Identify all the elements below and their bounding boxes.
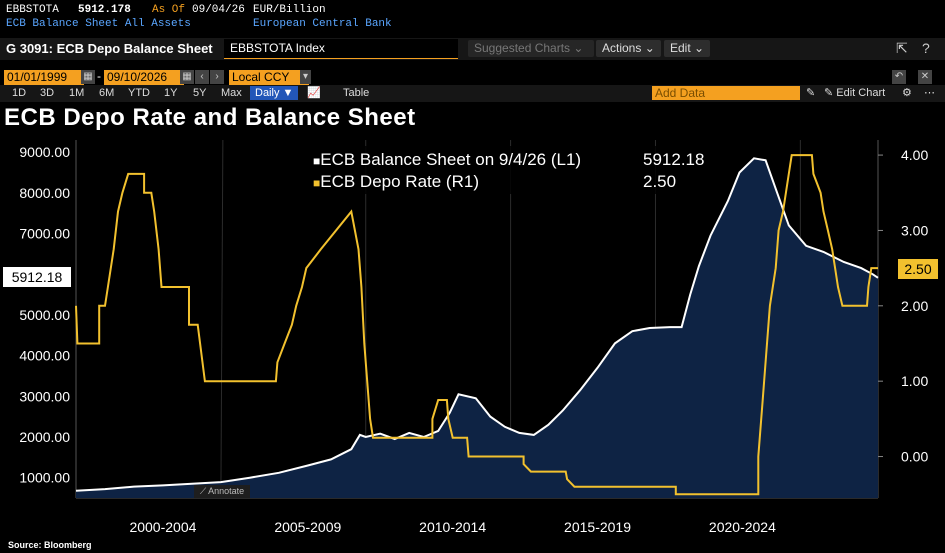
right-tick-label: 1.00 [901, 373, 928, 389]
balance-sheet-area [76, 158, 878, 499]
help-icon[interactable]: ? [922, 40, 930, 56]
line-chart-icon[interactable]: 📈 [307, 87, 321, 99]
function-title: G 3091: ECB Depo Balance Sheet [6, 41, 213, 56]
period-max[interactable]: Max [221, 87, 242, 99]
security-input[interactable]: EBBSTOTA Index [224, 39, 458, 59]
x-tick-label: 2010-2014 [419, 519, 486, 535]
units-label: EUR/Billion [253, 4, 326, 16]
ticker-label: EBBSTOTA [6, 4, 59, 16]
x-tick-label: 2020-2024 [709, 519, 776, 535]
table-button[interactable]: Table [343, 87, 370, 99]
period-3d[interactable]: 3D [40, 87, 55, 99]
end-date-input[interactable]: 09/10/2026 [104, 70, 184, 85]
period-5y[interactable]: 5Y [193, 87, 207, 99]
chart-title: ECB Depo Rate and Balance Sheet [4, 104, 416, 131]
edit-chart-button[interactable]: ✎ Edit Chart [824, 87, 886, 99]
period-6m[interactable]: 6M [99, 87, 115, 99]
description-label: ECB Balance Sheet All Assets [6, 18, 191, 30]
left-tick-label: 2000.00 [19, 429, 70, 445]
chevron-down-icon: ⌄ [573, 41, 584, 55]
edit-menu[interactable]: Edit ⌄ [664, 40, 711, 57]
legend-item-rate: ■ECB Depo Rate (R1) [313, 172, 479, 191]
legend-swatch: ■ [313, 176, 321, 190]
last-value-left-tag: 5912.18 [3, 267, 71, 287]
period-1y[interactable]: 1Y [164, 87, 178, 99]
pencil-icon[interactable]: ✎ [806, 87, 816, 99]
last-value: 5912.178 [78, 4, 131, 16]
x-tick-label: 2000-2004 [129, 519, 196, 535]
settings-icon[interactable]: ⚙ [902, 87, 912, 99]
suggested-charts-button[interactable]: Suggested Charts ⌄ [468, 40, 594, 57]
price-chart[interactable]: 1000.002000.003000.004000.005000.006000.… [0, 134, 945, 553]
next-period-button[interactable]: › [210, 70, 224, 84]
source-name: European Central Bank [253, 18, 392, 30]
grid-line [220, 139, 224, 499]
left-tick-label: 5000.00 [19, 307, 70, 323]
actions-menu[interactable]: Actions ⌄ [596, 40, 661, 57]
period-1m[interactable]: 1M [69, 87, 85, 99]
left-tick-label: 1000.00 [19, 470, 70, 486]
period-ytd[interactable]: YTD [128, 87, 150, 99]
asof-date: 09/04/26 [192, 4, 245, 16]
asof-label: As Of [152, 4, 186, 16]
undo-icon[interactable]: ↶ [892, 70, 906, 84]
frequency-select[interactable]: Daily ▼ [250, 86, 299, 100]
left-tick-label: 4000.00 [19, 348, 70, 364]
right-tick-label: 0.00 [901, 449, 928, 465]
period-1d[interactable]: 1D [12, 87, 27, 99]
calendar-icon[interactable]: ▦ [81, 70, 95, 84]
last-value-right-tag: 2.50 [898, 259, 938, 279]
security-header: EBBSTOTA 5912.178 As Of 09/04/26 EUR/Bil… [0, 0, 945, 36]
left-tick-label: 7000.00 [19, 226, 70, 242]
right-tick-label: 4.00 [901, 147, 928, 163]
source-footer: Source: Bloomberg [8, 540, 92, 550]
balance-sheet-line [75, 157, 879, 492]
right-tick-label: 2.00 [901, 298, 928, 314]
currency-select[interactable]: Local CCY [229, 70, 309, 85]
x-tick-label: 2015-2019 [564, 519, 631, 535]
left-tick-label: 3000.00 [19, 388, 70, 404]
legend-item-balance: ■ECB Balance Sheet on 9/4/26 (L1) [313, 150, 582, 169]
start-date-input[interactable]: 01/01/1999 [4, 70, 84, 85]
add-data-input[interactable]: Add Data [652, 86, 800, 100]
legend-swatch: ■ [313, 154, 321, 168]
function-toolbar: G 3091: ECB Depo Balance Sheet EBBSTOTA … [0, 38, 945, 60]
left-tick-label: 9000.00 [19, 144, 70, 160]
more-icon[interactable]: ⋯ [924, 87, 935, 99]
legend-value-balance: 5912.18 [643, 150, 705, 169]
annotate-button[interactable]: ⟋ Annotate [194, 485, 250, 498]
chevron-down-icon[interactable]: ▾ [300, 70, 311, 84]
x-tick-label: 2005-2009 [274, 519, 341, 535]
calendar-icon[interactable]: ▦ [180, 70, 194, 84]
depo-rate-line [75, 154, 878, 496]
legend-value-rate: 2.50 [643, 172, 677, 191]
right-tick-label: 3.00 [901, 222, 928, 238]
close-icon[interactable]: ✕ [918, 70, 932, 84]
left-tick-label: 8000.00 [19, 185, 70, 201]
share-icon[interactable]: ⇱ [896, 40, 908, 56]
chart-legend: ■ECB Balance Sheet on 9/4/26 (L1) 5912.1… [307, 146, 717, 194]
prev-period-button[interactable]: ‹ [195, 70, 209, 84]
